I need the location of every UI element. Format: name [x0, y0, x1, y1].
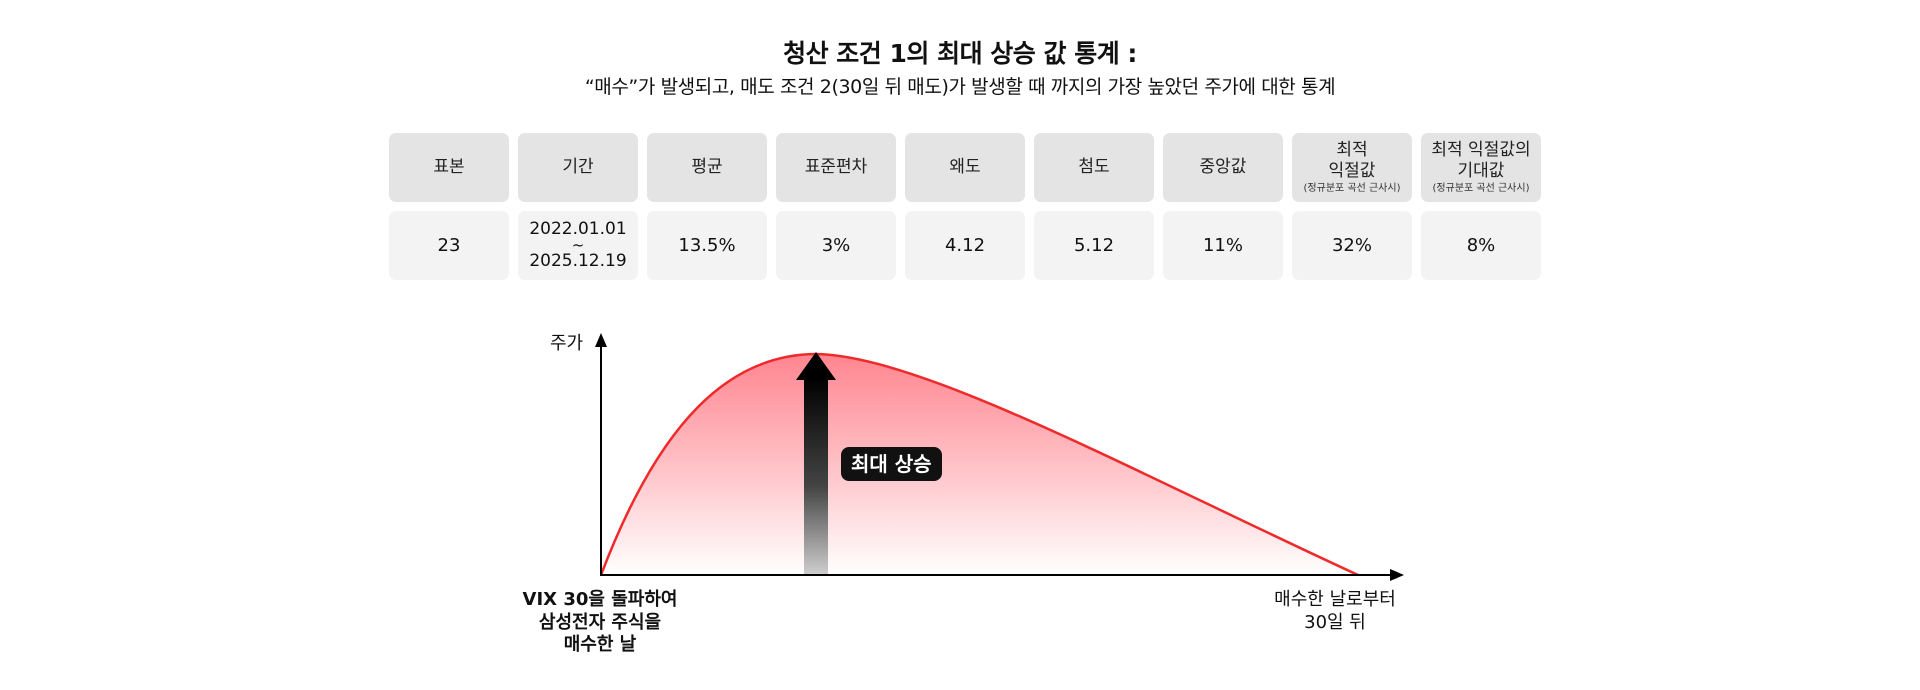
value-period: 2022.01.01 ~ 2025.12.19	[518, 211, 638, 280]
max-rise-arrow-head	[796, 352, 836, 380]
header-optimal-take-profit: 최적 익절값 (정규분포 곡선 근사시)	[1292, 133, 1412, 202]
header-kurtosis: 첨도	[1034, 133, 1154, 202]
value-mean: 13.5%	[647, 211, 767, 280]
header-note: (정규분포 곡선 근사시)	[1303, 182, 1401, 194]
page-subtitle: “매수”가 발생되고, 매도 조건 2(30일 뒤 매도)가 발생할 때 까지의…	[584, 76, 1336, 98]
stats-table: 표본 기간 평균 표준편차 왜도 첨도 중앙값 최적 익절값 (정규분포 곡선 …	[389, 133, 1541, 280]
y-axis-arrow-icon	[595, 333, 607, 347]
value-optimal-expected: 8%	[1421, 211, 1541, 280]
period-separator: ~	[571, 236, 585, 254]
x-start-label: VIX 30을 돌파하여 삼성전자 주식을 매수한 날	[522, 589, 678, 655]
period-start: 2022.01.01	[529, 219, 627, 240]
curve-area	[601, 354, 1358, 575]
value-optimal-take-profit: 32%	[1292, 211, 1412, 280]
header-note: (정규분포 곡선 근사시)	[1432, 182, 1530, 194]
period-end: 2025.12.19	[529, 251, 627, 271]
page-title: 청산 조건 1의 최대 상승 값 통계 :	[783, 39, 1137, 68]
y-axis-label: 주가	[550, 333, 584, 354]
value-sample: 23	[389, 211, 509, 280]
header-optimal-expected: 최적 익절값의 기대값 (정규분포 곡선 근사시)	[1421, 133, 1541, 202]
header-period: 기간	[518, 133, 638, 202]
value-median: 11%	[1163, 211, 1283, 280]
value-kurtosis: 5.12	[1034, 211, 1154, 280]
header-skewness: 왜도	[905, 133, 1025, 202]
max-rise-arrow-shaft	[804, 378, 828, 575]
header-median: 중앙값	[1163, 133, 1283, 202]
x-axis-arrow-icon	[1390, 569, 1404, 581]
value-skewness: 4.12	[905, 211, 1025, 280]
value-std: 3%	[776, 211, 896, 280]
header-sample: 표본	[389, 133, 509, 202]
header-std: 표준편차	[776, 133, 896, 202]
max-rise-label: 최대 상승	[841, 447, 942, 481]
x-end-label: 매수한 날로부터 30일 뒤	[1274, 589, 1396, 633]
header-mean: 평균	[647, 133, 767, 202]
price-curve	[599, 352, 1359, 577]
